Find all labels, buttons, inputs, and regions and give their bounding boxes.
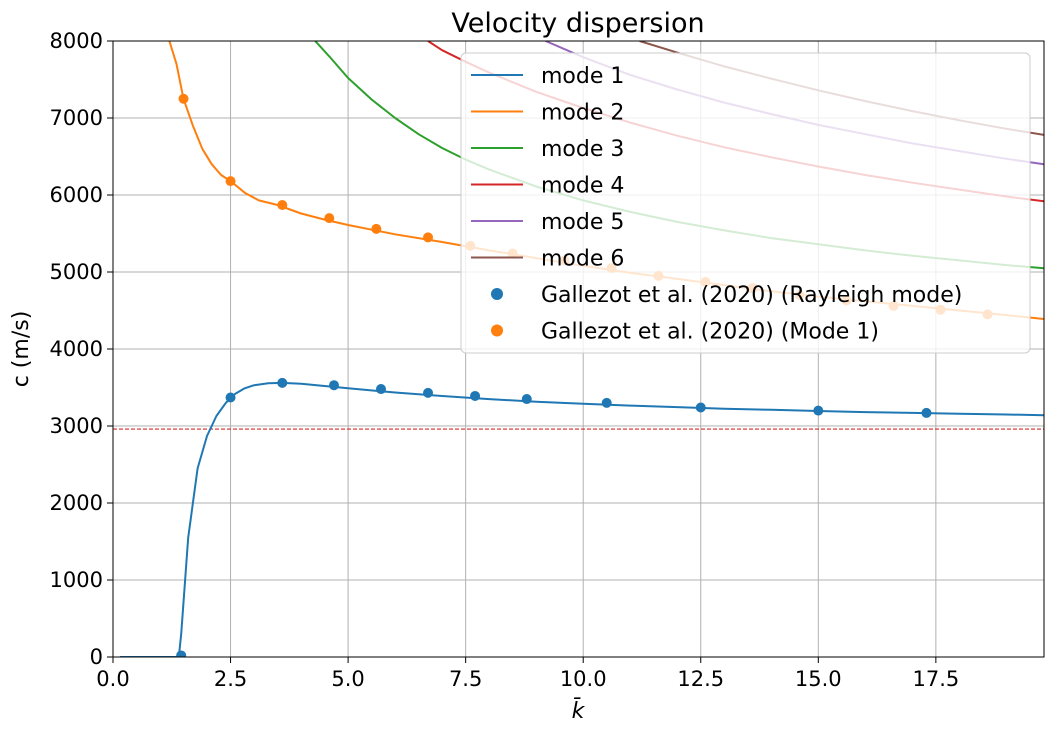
x-tick-label: 15.0 — [795, 667, 842, 691]
series-8-point — [178, 93, 189, 104]
x-tick-label: 10.0 — [560, 667, 607, 691]
legend-label: mode 3 — [541, 137, 624, 162]
series-7-point — [328, 380, 339, 391]
x-axis-label: k̄ — [572, 698, 586, 724]
series-8-point — [324, 213, 335, 224]
series-7-point — [813, 405, 824, 416]
legend-box — [460, 52, 1031, 354]
series-7-point — [376, 384, 387, 395]
series-7-point — [470, 390, 481, 401]
series-7-point — [695, 402, 706, 413]
legend-label: mode 2 — [541, 101, 624, 126]
y-tick-label: 5000 — [50, 260, 103, 284]
series-7-point — [176, 650, 187, 657]
legend-label: Gallezot et al. (2020) (Rayleigh mode) — [541, 283, 962, 308]
x-tick-label: 17.5 — [912, 667, 959, 691]
x-tick-label: 7.5 — [449, 667, 482, 691]
y-tick-label: 4000 — [50, 337, 103, 361]
y-tick-label: 3000 — [50, 414, 103, 438]
legend-marker-swatch — [491, 288, 503, 300]
y-axis-label: c (m/s) — [9, 311, 34, 388]
series-8-point — [277, 200, 288, 211]
series-7-point — [521, 394, 532, 405]
legend-label: Gallezot et al. (2020) (Mode 1) — [541, 320, 879, 345]
legend-label: mode 5 — [541, 210, 624, 235]
legend-label: mode 4 — [541, 174, 624, 199]
legend: mode 1 mode 2 mode 3 mode 4 mode 5 mode 6 Gall… — [460, 52, 1031, 354]
x-tick-label: 12.5 — [677, 667, 724, 691]
y-tick-label: 8000 — [50, 29, 103, 53]
y-tick-label: 0 — [90, 645, 103, 669]
series-7-point — [423, 387, 434, 398]
series-7-point — [601, 397, 612, 408]
series-7-point — [921, 407, 932, 418]
x-tick-label: 2.5 — [214, 667, 247, 691]
x-axis-ticks: 0.0 2.5 5.0 7.5 10.0 12.5 15.0 17.5 — [96, 657, 959, 691]
y-tick-label: 7000 — [50, 106, 103, 130]
y-tick-label: 6000 — [50, 183, 103, 207]
y-axis-ticks: 0 1000 2000 3000 4000 5000 6000 7000 8000 — [50, 29, 113, 669]
x-tick-label: 5.0 — [331, 667, 364, 691]
series-7-point — [277, 377, 288, 388]
x-tick-label: 0.0 — [96, 667, 129, 691]
legend-label: mode 6 — [541, 247, 624, 272]
legend-label: mode 1 — [541, 64, 624, 89]
legend-marker-swatch — [491, 324, 503, 337]
series-8-point — [423, 232, 434, 243]
y-tick-label: 2000 — [50, 491, 103, 515]
series-8-point — [225, 176, 236, 187]
chart-title: Velocity dispersion — [451, 8, 704, 39]
series-7-point — [225, 392, 236, 403]
series-8-point — [371, 223, 382, 234]
y-tick-label: 1000 — [50, 568, 103, 592]
